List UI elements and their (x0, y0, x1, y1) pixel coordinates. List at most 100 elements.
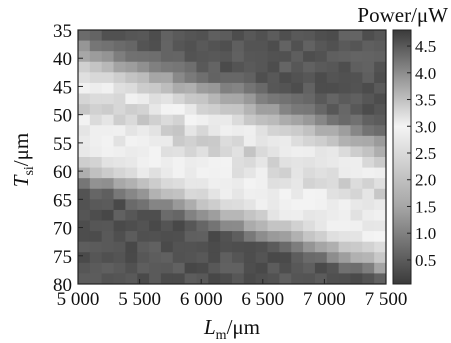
y-tick-label: 60 (53, 162, 72, 183)
heatmap-cell (362, 209, 375, 221)
heatmap-cell (172, 273, 186, 285)
heatmap-cell (362, 72, 375, 84)
heatmap-cell (362, 104, 375, 116)
heatmap-cell (78, 146, 91, 158)
heatmap-cells (78, 30, 387, 285)
heatmap-cell (137, 209, 150, 221)
heatmap-cell (243, 104, 257, 116)
y-tick-label: 70 (53, 219, 72, 240)
heatmap-cell (101, 199, 114, 211)
heatmap-cell (279, 51, 292, 63)
heatmap-cell (101, 209, 114, 221)
heatmap-cell (125, 167, 138, 179)
heatmap-cell (125, 252, 138, 264)
heatmap-cell (220, 104, 233, 116)
heatmap-cell (196, 209, 209, 221)
heatmap-cell (184, 252, 197, 264)
heatmap-cell (291, 231, 304, 243)
heatmap-cell (89, 209, 103, 221)
heatmap-cell (350, 252, 363, 264)
heatmap-cell (279, 104, 292, 116)
heatmap-cell (350, 125, 363, 137)
colorbar-tick-label: 4.5 (415, 37, 436, 56)
heatmap-cell (267, 209, 280, 221)
heatmap-cell (89, 252, 103, 264)
heatmap-cell (184, 178, 197, 190)
heatmap-cell (220, 262, 233, 274)
heatmap-cell (279, 220, 292, 232)
heatmap-cell (184, 167, 197, 179)
heatmap-cell (125, 262, 138, 274)
heatmap-cell (137, 252, 150, 264)
heatmap-cell (279, 82, 292, 94)
heatmap-cell (89, 93, 103, 105)
heatmap-cell (279, 93, 292, 105)
heatmap-cell (350, 82, 363, 94)
heatmap-cell (291, 61, 304, 73)
heatmap-cell (243, 188, 257, 200)
y-tick-label: 80 (53, 275, 72, 296)
heatmap-cell (362, 135, 375, 147)
heatmap-cell (101, 178, 114, 190)
heatmap-cell (208, 209, 221, 221)
heatmap-cell (362, 231, 375, 243)
heatmap-cell (137, 135, 150, 147)
heatmap-cell (196, 40, 209, 52)
heatmap-cell (338, 167, 351, 179)
heatmap-cell (184, 157, 197, 168)
heatmap-cell (267, 61, 280, 73)
heatmap-cell (78, 252, 91, 264)
heatmap-cell (125, 104, 138, 116)
heatmap-cell (374, 209, 387, 221)
heatmap-cell (160, 146, 174, 158)
heatmap-cell (137, 146, 150, 158)
heatmap-cell (160, 72, 174, 84)
heatmap-cell (267, 167, 280, 179)
heatmap-cell (101, 93, 114, 105)
heatmap-cell (314, 146, 328, 158)
heatmap-cell (255, 61, 268, 73)
heatmap-cell (196, 178, 209, 190)
heatmap-cell (172, 30, 186, 41)
heatmap-cell (374, 146, 387, 158)
heatmap-cell (338, 231, 351, 243)
heatmap-cell (314, 231, 328, 243)
heatmap-cell (255, 220, 268, 232)
heatmap-cell (338, 273, 351, 285)
heatmap-cell (220, 157, 233, 168)
x-axis-title: Lm/μm (203, 315, 260, 343)
y-axis-title: Tsi/μm (9, 133, 37, 187)
heatmap-cell (232, 178, 245, 190)
heatmap-cell (113, 61, 126, 73)
heatmap-cell (172, 82, 186, 94)
heatmap-cell (362, 82, 375, 94)
heatmap-cell (279, 231, 292, 243)
heatmap-cell (78, 93, 91, 105)
heatmap-cell (326, 93, 340, 105)
heatmap-cell (303, 241, 316, 253)
heatmap-cell (125, 72, 138, 84)
heatmap-cell (232, 104, 245, 116)
heatmap-cell (208, 51, 221, 63)
heatmap-cell (374, 82, 387, 94)
heatmap-cell (338, 93, 351, 105)
heatmap-cell (350, 146, 363, 158)
heatmap-cell (113, 40, 126, 52)
heatmap-cell (243, 146, 257, 158)
heatmap-cell (374, 40, 387, 52)
heatmap-cell (314, 114, 328, 126)
heatmap-cell (291, 241, 304, 253)
heatmap-cell (208, 167, 221, 179)
heatmap-cell (113, 104, 126, 116)
heatmap-cell (89, 104, 103, 116)
heatmap-cell (267, 72, 280, 84)
heatmap-cell (172, 231, 186, 243)
heatmap-cell (137, 104, 150, 116)
heatmap-cell (149, 40, 162, 52)
heatmap-cell (374, 72, 387, 84)
heatmap-cell (267, 40, 280, 52)
heatmap-cell (267, 220, 280, 232)
x-tick-label: 5 500 (118, 289, 161, 310)
heatmap-cell (232, 262, 245, 274)
heatmap-cell (89, 231, 103, 243)
